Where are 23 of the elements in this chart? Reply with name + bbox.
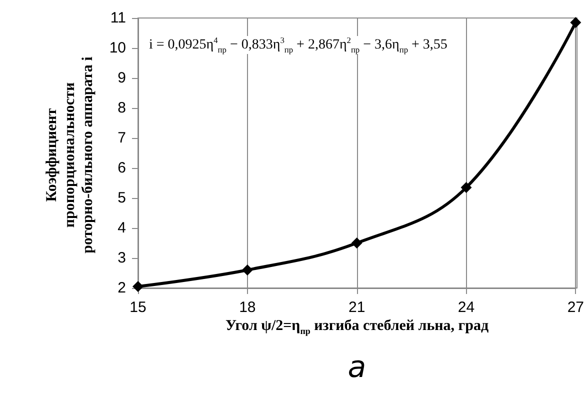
point xyxy=(460,182,472,193)
x-axis-title: Угол ψ/2=η$_{пр}$ изгиба стеблей льна, град xyxy=(225,318,489,336)
y-tick-label: 2 xyxy=(118,280,126,296)
text: а xyxy=(348,350,366,385)
y-tick-label: 5 xyxy=(118,190,126,206)
point xyxy=(242,264,253,276)
x-tick-label: 21 xyxy=(348,299,366,316)
x-tick-label: 18 xyxy=(239,299,256,316)
y-axis-title: Коэффициент пропорциональности роторно-бильного аппарата i xyxy=(43,56,97,254)
y-tick-label: 10 xyxy=(109,40,126,56)
y-tick-label: 8 xyxy=(118,100,126,116)
y-tick-label: 9 xyxy=(118,70,126,86)
y-tick-label: 11 xyxy=(110,10,126,26)
point xyxy=(570,17,582,28)
x-tick-label: 27 xyxy=(567,299,584,316)
text: i = 0,0925η$^{4}$$_{пр}$ − 0,833η$^{3}$$_{пр}$ + 2,867η$^{2}$$_{пр}$ − 3,6η$_{пр}$ + 3,55 xyxy=(149,36,448,54)
x-tick-label: 24 xyxy=(458,299,475,316)
y-tick-label: 7 xyxy=(118,130,126,146)
point xyxy=(351,238,362,248)
y-tick-label: 6 xyxy=(118,160,126,176)
y-tick-label: 3 xyxy=(118,250,126,266)
y-tick-label: 4 xyxy=(118,220,126,236)
x-tick-label: 15 xyxy=(130,299,146,316)
